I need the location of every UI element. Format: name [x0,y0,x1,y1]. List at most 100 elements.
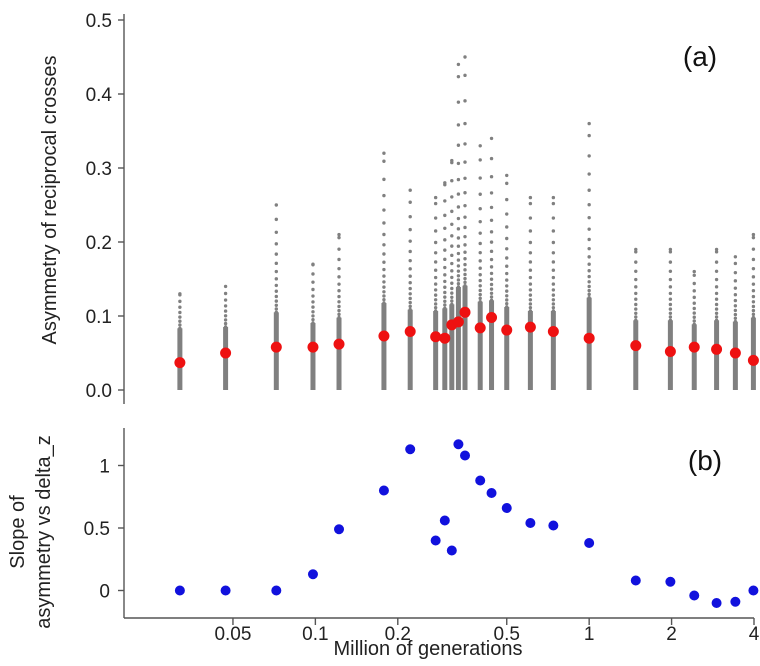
raw-point [478,250,482,255]
raw-point [489,249,494,254]
raw-point [433,282,438,286]
raw-point [463,191,467,195]
raw-point [551,293,556,297]
raw-point [337,294,341,299]
raw-point [274,242,279,246]
slope-point [501,503,512,513]
raw-distribution-column [273,203,279,390]
raw-point [551,305,556,310]
raw-point [456,216,461,221]
raw-point [433,293,438,297]
slope-point [730,596,741,607]
raw-point [587,172,591,176]
raw-distribution-column [691,269,697,390]
raw-point [692,301,696,305]
raw-point [463,272,467,277]
panel-a-y-tick-label: 0.3 [86,159,112,180]
raw-point-max [408,188,412,192]
raw-dense-bar [433,310,439,390]
raw-point [489,230,494,234]
panel-b-y-ticks: 00.51 [84,457,124,603]
raw-point [408,239,412,243]
raw-point [528,288,533,292]
raw-point [408,258,412,263]
raw-distribution-column [381,151,387,390]
raw-point [668,269,673,274]
raw-point [505,305,509,309]
raw-point [668,315,673,319]
raw-point [587,295,591,300]
raw-point [274,307,279,311]
raw-point [337,266,341,271]
x-tick-label: 0.05 [214,624,251,645]
slope-point [689,590,700,601]
raw-point [443,285,447,289]
raw-point [443,199,447,203]
raw-point [433,275,438,280]
raw-point [450,286,454,291]
raw-point [528,201,533,206]
raw-point [382,280,386,284]
slope-point [439,515,450,526]
panel-a-y-ticks: 0.0 0.1 0.2 0.3 0.4 0.5 [86,11,124,402]
raw-point [274,310,279,314]
raw-point [505,264,509,268]
raw-dense-bar [691,324,697,390]
raw-point [528,216,533,220]
raw-point [311,272,315,276]
raw-dense-bar [462,285,468,390]
raw-point-max [223,284,228,289]
raw-point [478,259,482,263]
slope-point [748,585,759,596]
raw-point [408,200,412,204]
raw-point [489,257,494,262]
raw-point [751,247,756,251]
raw-point [408,296,412,301]
raw-point [733,293,738,297]
raw-distribution-column [504,173,510,390]
raw-point [443,299,447,303]
slope-point [430,535,441,546]
raw-point [463,262,467,267]
raw-point [408,292,412,296]
raw-point [528,305,533,310]
raw-point [751,300,756,304]
raw-point [408,274,412,278]
raw-point [337,300,341,304]
raw-point [382,274,386,278]
raw-point [463,225,467,230]
raw-point [668,297,673,301]
raw-point [456,143,461,147]
raw-point-max [337,232,341,237]
raw-point [505,301,509,306]
raw-point [489,282,494,287]
slope-point [548,520,559,531]
slope-point [486,488,497,498]
raw-point [551,288,556,292]
raw-point [478,192,482,196]
raw-point-max [178,292,182,296]
raw-point-max [433,195,438,200]
raw-distribution-column [177,292,183,390]
mean-point [459,306,471,318]
raw-dense-bar [504,306,510,390]
raw-point [382,177,386,182]
raw-point-max [505,173,509,178]
raw-point [178,319,182,323]
raw-point [587,269,591,273]
raw-point [223,291,228,296]
raw-dense-bar [310,322,316,390]
raw-point [478,278,482,283]
raw-dense-bar [586,297,592,390]
raw-point [528,298,533,302]
raw-point [751,282,756,286]
raw-point [463,283,467,288]
raw-dense-bar [455,286,461,390]
raw-point-max [450,158,454,163]
x-tick-label: 1 [584,624,595,645]
raw-point-max [692,269,696,274]
slope-point [334,524,345,535]
raw-point [489,265,494,269]
raw-point [433,260,438,264]
raw-point [668,260,673,264]
